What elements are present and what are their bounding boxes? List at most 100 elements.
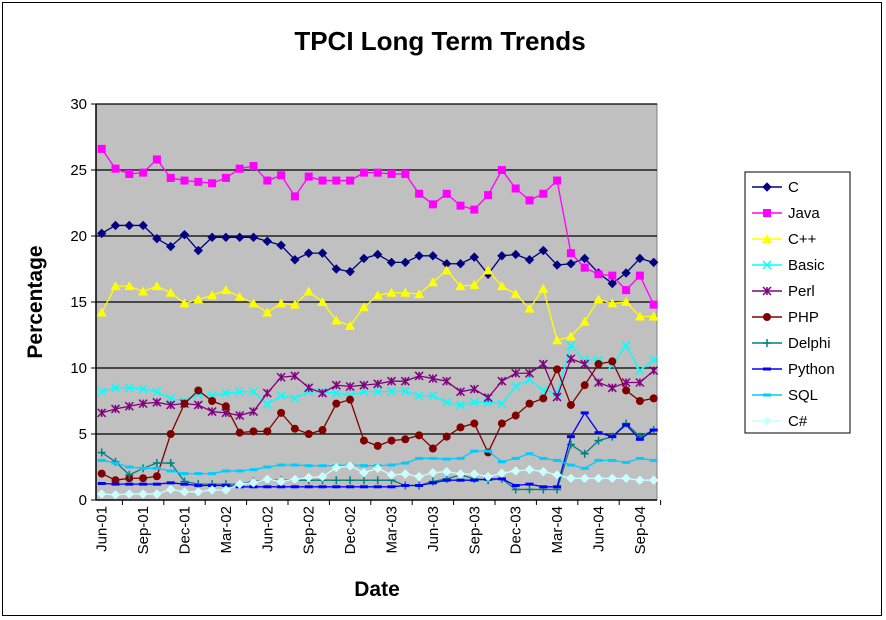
data-point-csharp <box>345 461 355 471</box>
data-point-perl <box>110 404 121 414</box>
x-axis-label: Date <box>354 578 400 601</box>
legend-box <box>744 171 851 434</box>
data-point-perl <box>124 401 134 411</box>
legend-label: C# <box>788 413 808 430</box>
legend-label: SQL <box>788 387 818 404</box>
legend-label: Delphi <box>788 335 831 352</box>
data-point-java <box>497 166 506 174</box>
x-tick-label: Dec-03 <box>508 506 525 554</box>
data-point-c <box>96 228 107 239</box>
data-point-java <box>401 169 410 178</box>
data-point-perl <box>386 376 397 386</box>
x-tick-label: Sep-01 <box>135 506 152 554</box>
legend-item-cpp: C++ <box>752 231 817 248</box>
data-point-cpp <box>138 286 149 296</box>
data-point-java <box>139 168 148 177</box>
data-point-java <box>484 191 493 200</box>
data-point-cpp <box>303 286 314 296</box>
data-point-cpp <box>193 294 204 304</box>
data-point-cpp <box>289 299 300 309</box>
data-point-cpp <box>538 283 549 293</box>
data-point-basic <box>248 387 259 397</box>
data-point-csharp <box>607 473 618 484</box>
legend-item-perl: Perl <box>752 283 815 300</box>
data-point-cpp <box>262 307 273 317</box>
data-point-perl <box>400 376 410 386</box>
data-point-php <box>139 474 148 483</box>
data-point-php <box>553 365 562 374</box>
data-point-php <box>387 436 396 445</box>
chart-title: TPCI Long Term Trends <box>294 26 585 56</box>
legend-marker <box>763 209 771 217</box>
data-point-java <box>387 169 396 178</box>
data-point-csharp <box>193 487 204 497</box>
data-point-cpp <box>207 290 218 300</box>
data-point-java <box>166 173 175 182</box>
legend-item-php: PHP <box>752 309 819 326</box>
legend-marker <box>763 339 771 347</box>
data-point-php <box>580 381 589 390</box>
data-point-basic <box>469 397 479 407</box>
data-point-basic <box>455 400 466 410</box>
legend-label: C++ <box>788 231 817 248</box>
data-point-cpp <box>579 316 590 326</box>
data-point-csharp <box>165 484 176 495</box>
data-point-cpp <box>469 279 480 289</box>
legend-marker <box>763 313 771 321</box>
data-point-csharp <box>469 469 480 479</box>
data-point-java <box>525 196 534 205</box>
series-c <box>96 220 659 289</box>
data-point-java <box>263 176 272 185</box>
data-point-cpp <box>386 287 397 297</box>
data-point-cpp <box>400 287 411 297</box>
data-point-c <box>262 236 273 246</box>
data-point-delphi <box>166 459 175 468</box>
data-point-perl <box>345 381 355 392</box>
data-point-perl <box>138 399 148 409</box>
x-tick-label: Jun-02 <box>259 506 276 552</box>
data-point-perl <box>276 372 286 382</box>
data-point-csharp <box>497 468 507 478</box>
data-point-basic <box>221 388 231 398</box>
data-point-php <box>608 357 617 366</box>
data-point-java <box>470 205 479 214</box>
data-point-basic <box>262 399 272 409</box>
data-point-php <box>359 436 368 445</box>
data-point-java <box>649 300 658 309</box>
data-point-php <box>263 427 272 436</box>
data-point-php <box>249 427 258 436</box>
data-point-java <box>622 286 631 295</box>
data-point-delphi <box>346 476 355 485</box>
data-point-c <box>524 255 535 265</box>
legend-marker <box>762 286 772 296</box>
y-tick-label: 25 <box>70 162 87 179</box>
data-point-java <box>442 189 451 198</box>
data-point-java <box>304 172 313 181</box>
data-point-c <box>110 220 121 231</box>
data-point-delphi <box>580 449 589 458</box>
data-point-php <box>111 476 120 485</box>
data-point-java <box>594 270 603 279</box>
data-point-c <box>317 248 328 258</box>
data-point-c <box>165 241 176 252</box>
data-point-delphi <box>152 459 161 468</box>
data-point-c <box>510 249 521 260</box>
data-point-cpp <box>441 265 452 275</box>
data-point-perl <box>373 379 383 389</box>
data-point-java <box>415 189 424 198</box>
data-point-csharp <box>428 467 438 478</box>
data-point-java <box>125 169 134 178</box>
data-point-csharp <box>179 487 190 497</box>
data-point-cpp <box>151 281 162 291</box>
x-tick-label: Mar-03 <box>384 506 401 554</box>
data-point-cpp <box>510 289 521 299</box>
data-point-php <box>497 419 506 428</box>
data-point-php <box>235 428 244 437</box>
data-point-csharp <box>593 473 604 484</box>
x-tick-label: Mar-02 <box>218 506 235 554</box>
data-point-csharp <box>483 471 493 482</box>
legend-label: Java <box>788 205 820 222</box>
data-point-cpp <box>276 298 287 308</box>
